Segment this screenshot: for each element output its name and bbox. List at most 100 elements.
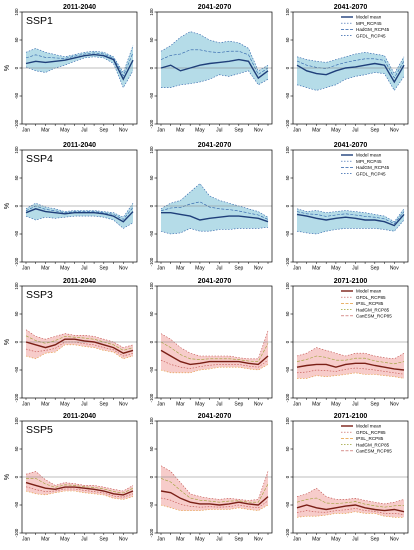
ssp1-panel-2-gcm-line-1 <box>160 31 269 72</box>
ssp1-legend-label-3: HadGM_RCP45 <box>356 27 390 32</box>
ssp4-panel-2-gcm-line-3 <box>160 201 269 220</box>
ssp3-panel-3-xtick-label: Sep <box>370 402 379 408</box>
ssp3-panel-1: 2011-2040 -100 -50 0 50 100 Jan Mar May Jul Sep Nov… <box>4 278 138 408</box>
ssp3-panel-3-ytick-label: -100 <box>285 393 290 402</box>
ssp3-panel-1-xtick-label: Nov <box>119 402 128 408</box>
ssp3-ylabel: % <box>4 339 11 345</box>
ssp3-panel-1-gcm-line-3 <box>25 335 134 351</box>
ssp3-legend-label-2: GFDL_RCP85 <box>356 295 386 300</box>
ssp1-panel-3-ytick-label: -50 <box>285 92 290 99</box>
ssp5-panel-2-xtick-label: Sep <box>234 537 243 543</box>
ssp3-panel-3: 2071-2100 -100 -50 0 50 100 Jan Mar May Jul Sep Nov… <box>285 278 409 408</box>
ssp3-panel-1-gcm-line-1 <box>25 329 134 348</box>
ssp4-panel-1-xtick-label: Mar <box>41 266 50 272</box>
ssp1-panel-3-xtick-label: Jan <box>293 128 301 134</box>
ssp5-legend-label-2: GFDL_RCP85 <box>356 430 386 435</box>
ssp3-panel-2-xtick-label: May <box>195 402 205 408</box>
ssp3-legend-label-3: IPSL_RCP85 <box>356 301 384 306</box>
ssp1-panel-3-spread-band <box>297 52 404 91</box>
ssp5-panel-3-xtick-label: Jan <box>293 537 301 543</box>
ssp4-panel-3-xtick-label: Nov <box>390 266 399 272</box>
ssp5-panel-3-xtick-label: Sep <box>370 537 379 543</box>
ssp4-panel-1-ytick-label: 50 <box>14 175 19 180</box>
ssp4-panel-1-gcm-line-3 <box>25 205 134 220</box>
ssp1-panel-3-gcm-line-2 <box>296 72 405 91</box>
ssp4-panel-1-spread-band <box>26 203 133 229</box>
ssp4-panel-3-ytick-label: -50 <box>285 230 290 237</box>
ssp1-panel-3-mean-line <box>296 62 405 84</box>
ssp3-panel-3-xtick-label: May <box>331 402 341 408</box>
ssp4-panel-3-spread-band <box>297 208 404 234</box>
ssp4-panel-2-xtick-label: May <box>195 266 205 272</box>
ssp5-panel-1-ytick-label: -100 <box>14 528 19 537</box>
ssp5-panel-2-xtick-label: Jul <box>216 537 222 543</box>
ssp3-panel-1-ytick-label: 100 <box>14 282 19 290</box>
ssp1-legend-label-2: MPI_RCP45 <box>356 21 382 26</box>
ssp1-panel-1-gcm-line-2 <box>25 56 134 89</box>
ssp3-row-label: SSP3 <box>26 289 53 301</box>
ssp4-panel-3-xtick-label: Sep <box>370 266 379 272</box>
ssp4-ylabel: % <box>4 203 11 209</box>
ssp5-panel-1-title: 2011-2040 <box>63 413 96 420</box>
ssp5-panel-2-xtick-label: Mar <box>176 537 185 543</box>
ssp5-panel-3-ytick-label: -100 <box>285 528 290 537</box>
ssp3-legend-label-1: Model mean <box>356 289 382 294</box>
ssp5-panel-2-spread-band <box>161 465 268 511</box>
ssp5-panel-1-xtick-label: May <box>60 537 70 543</box>
ssp1-panel-3-ytick-label: 50 <box>285 37 290 42</box>
ssp5-panel-3-title: 2071-2100 <box>334 413 368 420</box>
ssp1-panel-2-spread-band <box>161 31 268 88</box>
ssp5-row-label: SSP5 <box>26 424 53 436</box>
ssp3-panel-3-xtick-label: Mar <box>312 402 321 408</box>
ssp5-panel-1-gcm-line-4 <box>25 486 134 498</box>
ssp5-legend-label-4: HadGM_RCP85 <box>356 442 390 447</box>
ssp5-panel-3-gcm-line-3 <box>296 497 405 508</box>
ssp4-panel-1-mean-line <box>25 208 134 223</box>
ssp3-panel-1-ytick-label: -50 <box>14 366 19 373</box>
ssp3-panel-3-xtick-label: Jul <box>352 402 358 408</box>
ssp1-panel-2-xtick-label: Jan <box>157 128 165 134</box>
ssp4-panel-1-ytick-label: -100 <box>14 257 19 266</box>
ssp5-panel-2-mean-line <box>160 490 269 506</box>
ssp5-panel-1-spread-band <box>26 471 133 500</box>
ssp5-panel-2-gcm-line-2 <box>160 504 269 511</box>
ssp1-row-label: SSP1 <box>26 15 53 27</box>
ssp1-panel-3-ytick-label: -100 <box>285 119 290 128</box>
ssp3-panel-2-ytick-label: -100 <box>149 393 154 402</box>
ssp4-panel-3-ytick-label: 0 <box>285 204 290 207</box>
ssp1-ylabel: % <box>4 65 11 71</box>
ssp4-panel-2-mean-line <box>161 212 269 223</box>
ssp3-panel-1-ytick-label: 0 <box>14 340 19 343</box>
ssp4-legend-label-1: Model mean <box>356 153 382 158</box>
ssp4-panel-1-xtick-label: Jul <box>81 266 87 272</box>
ssp5-legend-label-5: CanESM_RCP85 <box>356 449 392 454</box>
ssp5-panel-1-ytick-label: 0 <box>14 475 19 478</box>
ssp4-row-label: SSP4 <box>26 153 53 165</box>
ssp3-panel-3-ytick-label: 100 <box>285 282 290 290</box>
ssp4-panel-2-xtick-label: Jan <box>157 266 165 272</box>
ssp3-panel-2-ytick-label: 50 <box>149 311 154 316</box>
ssp3-panel-2-ytick-label: 0 <box>149 340 154 343</box>
ssp4-panel-3-gcm-line-2 <box>296 219 405 235</box>
ssp1-panel-3-gcm-line-1 <box>296 51 405 75</box>
ssp1-panel-1-ytick-label: -100 <box>14 119 19 128</box>
ssp3-panel-2-xtick-label: Nov <box>254 402 263 408</box>
ssp5-panel-3: 2071-2100 -100 -50 0 50 100 Jan Mar May Jul Sep Nov… <box>285 413 409 543</box>
ssp5-panel-1-ytick-label: -50 <box>14 501 19 508</box>
ssp5-panel-2-ytick-label: -100 <box>149 528 154 537</box>
ssp5-panel-3-mean-line <box>296 504 405 513</box>
ssp3-panel-1-xtick-label: Sep <box>99 402 108 408</box>
ssp3-panel-3-gcm-line-3 <box>296 355 405 365</box>
ssp3-panel-1-title: 2011-2040 <box>63 278 96 285</box>
ssp1-panel-2-xtick-label: Sep <box>234 128 243 134</box>
ssp1-panel-2-ytick-label: 100 <box>149 8 154 16</box>
ssp5-panel-1-ytick-label: 50 <box>14 446 19 451</box>
ssp3-panel-1-xtick-label: Jan <box>22 402 30 408</box>
ssp5-panel-3-spread-band <box>297 488 404 518</box>
ssp1-panel-2-title: 2041-2070 <box>198 4 232 11</box>
ssp1-panel-1-xtick-label: Mar <box>41 128 50 134</box>
ssp1-panel-3-ytick-label: 0 <box>285 66 290 69</box>
ssp1-legend-label-4: GFDL_RCP45 <box>356 33 386 38</box>
ssp5-panel-3-gcm-line-4 <box>296 508 405 515</box>
ssp3-panel-1-spread-band <box>26 329 133 359</box>
